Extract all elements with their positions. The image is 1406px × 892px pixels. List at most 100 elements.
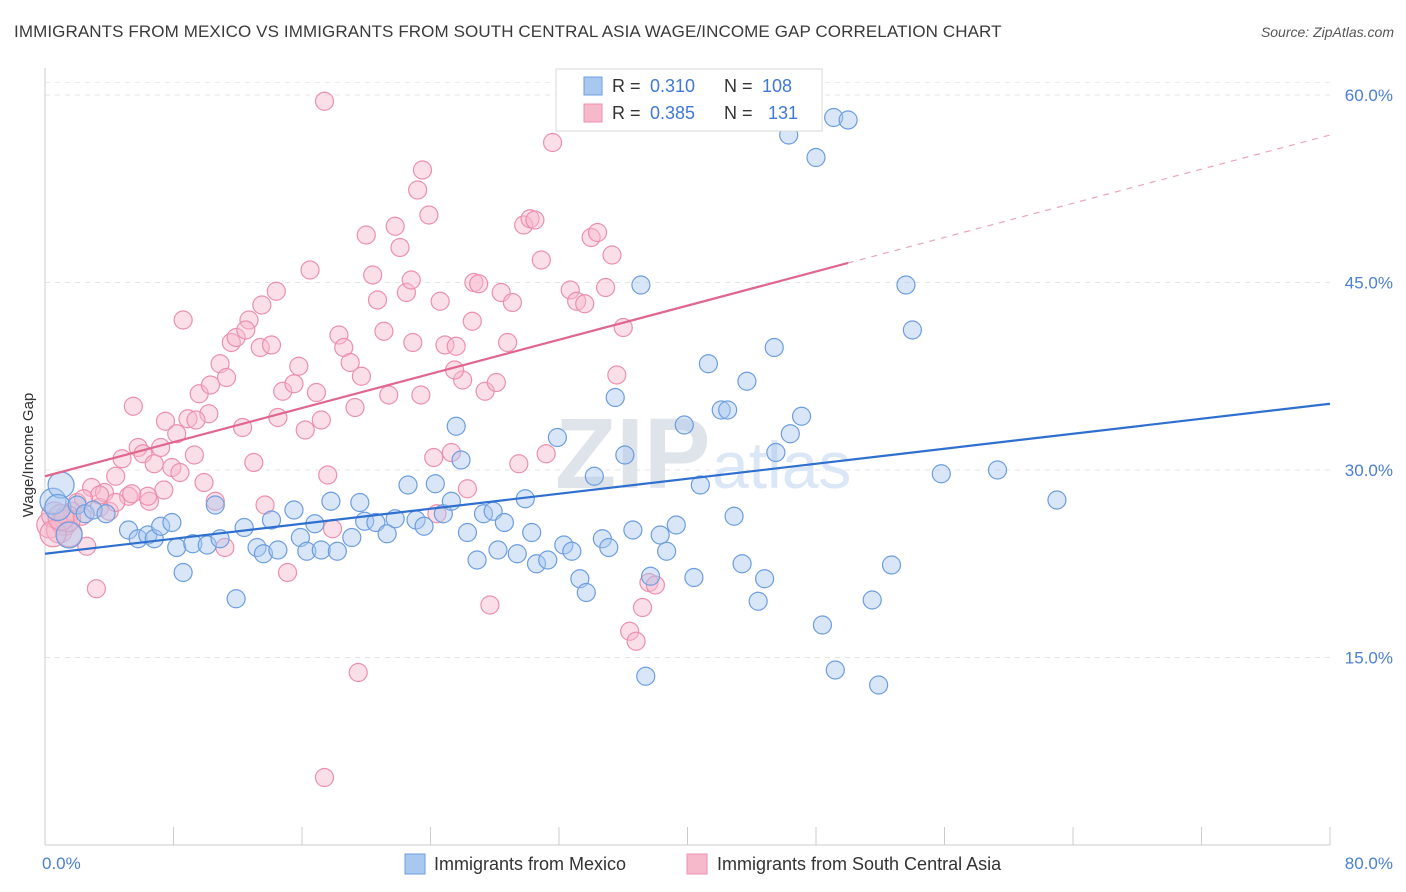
mexico-point-88 <box>780 424 800 444</box>
mexico-point-93 <box>824 107 844 128</box>
mexico-point-75 <box>674 415 694 435</box>
mexico-point-3 <box>55 521 83 549</box>
mexico-point-77 <box>690 475 710 495</box>
mexico-point-86 <box>766 442 786 463</box>
sca-point-48 <box>295 420 315 440</box>
sca-point-56 <box>340 352 360 373</box>
sca-point-109 <box>266 281 286 301</box>
x-tick-label-1: 80.0% <box>1345 854 1393 873</box>
mexico-point-1 <box>47 471 75 499</box>
y-tick-label-1: 30.0% <box>1345 461 1393 480</box>
mexico-point-52 <box>494 512 514 533</box>
sca-point-23 <box>155 411 176 431</box>
mexico-point-92 <box>825 660 845 680</box>
mexico-point-41 <box>414 516 434 536</box>
mexico-point-23 <box>253 544 274 564</box>
sca-point-104 <box>632 597 653 618</box>
sca-point-30 <box>194 472 214 493</box>
mexico-point-80 <box>718 400 738 420</box>
mexico-point-18 <box>205 495 225 515</box>
mexico-point-67 <box>615 445 635 465</box>
mexico-point-81 <box>724 506 744 526</box>
sca-point-91 <box>536 444 556 464</box>
sca-point-92 <box>542 132 563 153</box>
sca-point-130 <box>462 311 482 331</box>
sca-point-108 <box>314 767 335 788</box>
mexico-point-100 <box>931 464 951 484</box>
legend-r-value-mexico: 0.310 <box>650 76 695 96</box>
sca-point-17 <box>123 396 143 416</box>
sca-point-77 <box>457 479 478 499</box>
mexico-point-20 <box>226 589 246 609</box>
legend-n-value-mexico: 108 <box>762 76 792 96</box>
sca-point-21 <box>144 454 164 474</box>
sca-point-114 <box>186 410 206 430</box>
mexico-point-101 <box>987 460 1008 480</box>
mexico-point-78 <box>698 354 718 374</box>
mexico-point-65 <box>599 537 619 558</box>
mexico-point-97 <box>881 555 902 575</box>
sca-point-71 <box>424 447 444 468</box>
mexico-point-57 <box>538 550 558 570</box>
sca-point-84 <box>498 332 518 353</box>
mexico-point-48 <box>467 550 487 570</box>
sca-point-40 <box>250 337 270 358</box>
mexico-point-33 <box>342 527 362 548</box>
mexico-points <box>39 107 1067 695</box>
watermark: ZIP atlas <box>555 398 851 510</box>
legend-swatch-mexico <box>583 76 603 96</box>
watermark-atlas: atlas <box>712 428 851 502</box>
sca-point-113 <box>200 375 221 395</box>
legend-swatch-sca <box>583 103 603 123</box>
mexico-point-42 <box>425 474 445 494</box>
mexico-point-51 <box>488 540 508 560</box>
legend-r-label-mexico: R = <box>612 76 641 96</box>
sca-point-126 <box>403 332 423 353</box>
sca-point-98 <box>595 277 616 298</box>
sca-point-49 <box>300 260 320 280</box>
sca-point-9 <box>81 477 102 498</box>
sca-point-58 <box>351 366 372 386</box>
sca-point-62 <box>374 321 394 341</box>
mexico-point-47 <box>457 522 478 543</box>
sca-point-26 <box>173 310 193 330</box>
mexico-point-71 <box>636 666 656 686</box>
sca-point-100 <box>607 365 627 385</box>
sca-point-75 <box>446 336 466 356</box>
mexico-point-6 <box>83 500 103 520</box>
mexico-point-89 <box>791 406 812 426</box>
mexico-point-32 <box>327 541 347 561</box>
tick-labels: 15.0% 30.0% 45.0% 60.0% 0.0% 80.0% <box>42 86 1393 873</box>
sca-point-39 <box>244 452 264 473</box>
mexico-point-63 <box>584 466 604 486</box>
x-tick-label-0: 0.0% <box>42 854 81 873</box>
sca-point-118 <box>122 484 142 504</box>
sca-point-103 <box>626 631 646 651</box>
legend-r-value-sca: 0.385 <box>650 103 695 123</box>
mexico-point-2 <box>44 493 72 522</box>
mexico-point-85 <box>754 569 775 589</box>
mexico-point-68 <box>623 520 643 540</box>
mexico-point-55 <box>522 522 542 543</box>
mexico-point-16 <box>183 534 203 554</box>
sca-point-95 <box>575 294 595 314</box>
sca-point-127 <box>411 385 431 405</box>
sca-point-44 <box>273 381 293 401</box>
sca-point-65 <box>390 237 410 258</box>
mexico-point-99 <box>902 320 922 340</box>
mexico-point-7 <box>96 504 116 524</box>
sca-point-79 <box>469 274 489 294</box>
sca-point-106 <box>645 575 665 595</box>
mexico-point-84 <box>748 591 768 611</box>
mexico-point-82 <box>732 554 752 574</box>
mexico-point-70 <box>640 566 661 586</box>
y-tick-label-0: 15.0% <box>1345 649 1393 668</box>
mexico-point-58 <box>547 427 567 448</box>
mexico-point-13 <box>162 512 182 533</box>
sca-points <box>36 91 665 788</box>
sca-point-123 <box>39 520 67 548</box>
sca-point-43 <box>268 407 288 428</box>
sca-point-116 <box>154 480 174 500</box>
sca-point-72 <box>430 291 450 311</box>
